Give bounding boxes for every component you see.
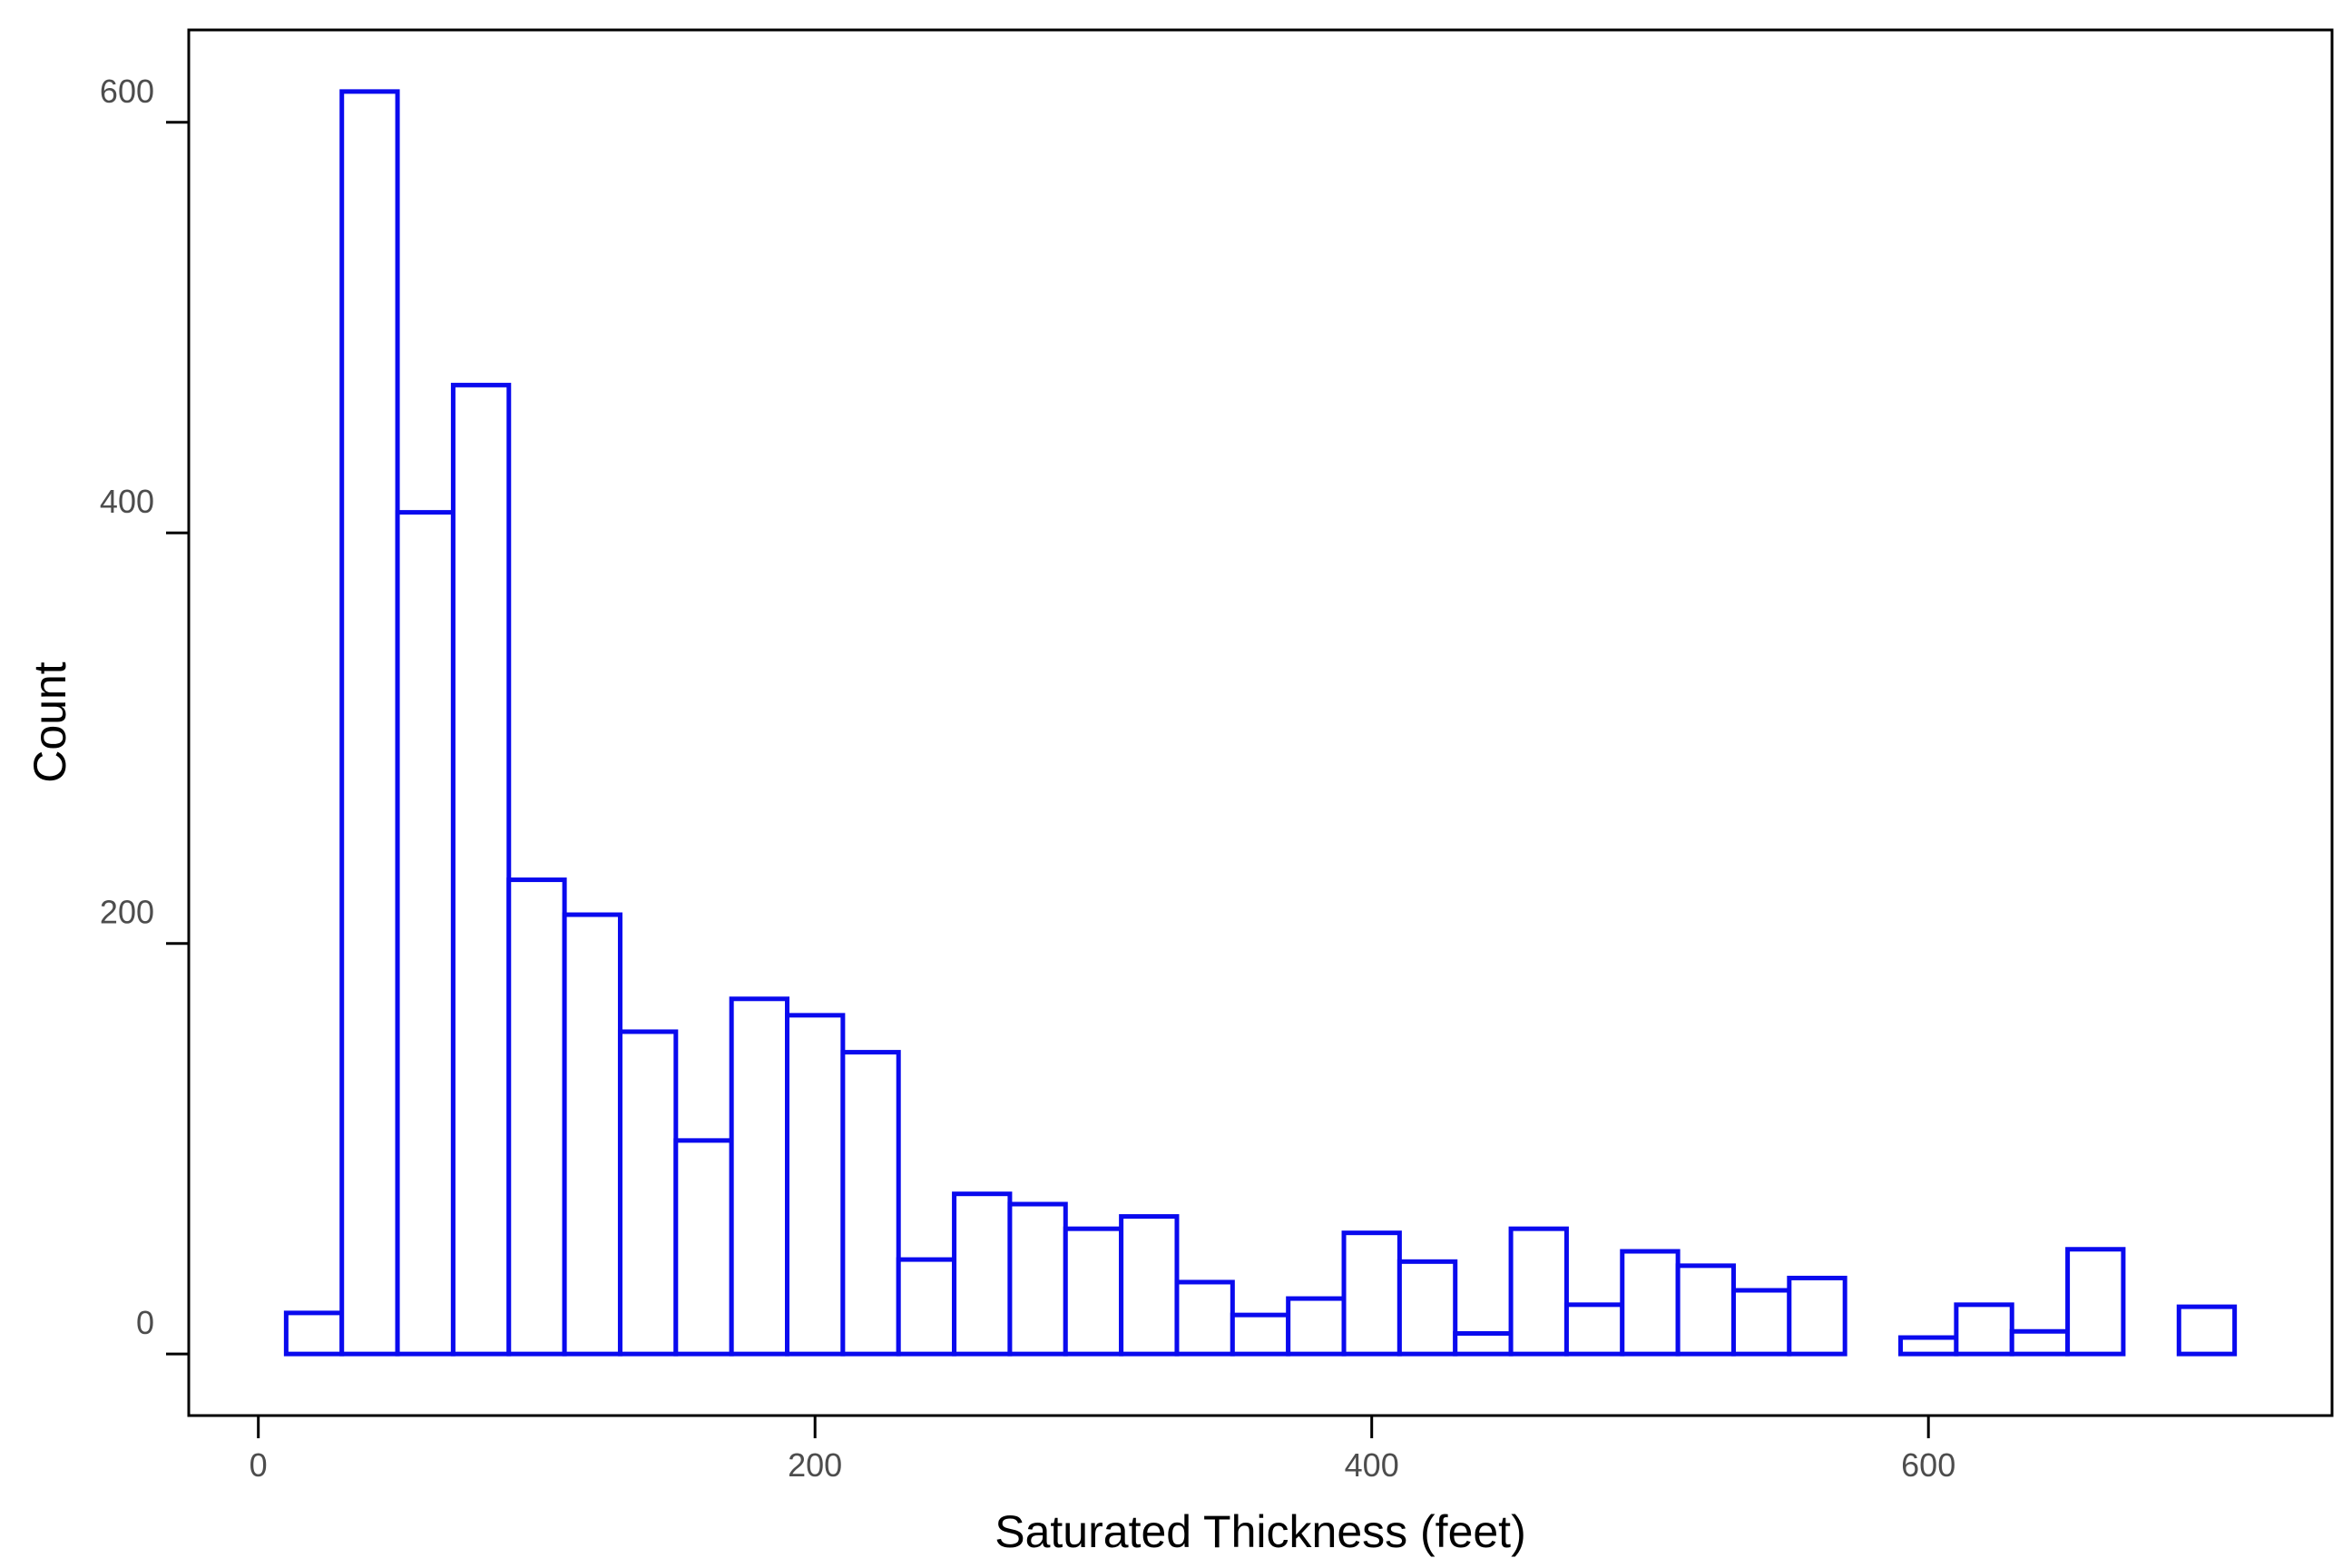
x-axis-tick-label-1: 200 — [788, 1446, 842, 1484]
histogram-bar-30 — [1954, 1302, 2014, 1357]
histogram-bar-21 — [1453, 1331, 1514, 1357]
histogram-bar-7 — [673, 1138, 734, 1357]
histogram-bar-26 — [1730, 1288, 1792, 1357]
histogram-bar-2 — [395, 510, 456, 1357]
histogram-bar-8 — [729, 996, 790, 1357]
histogram-bar-1 — [339, 89, 400, 1357]
histogram-bar-4 — [506, 877, 567, 1357]
histogram-bar-12 — [952, 1191, 1013, 1357]
histogram-bar-19 — [1341, 1230, 1402, 1357]
histogram-bar-25 — [1675, 1263, 1736, 1357]
y-axis-title: Count — [24, 662, 75, 783]
y-axis-tick-label-3: 600 — [100, 73, 154, 110]
histogram-bar-6 — [617, 1029, 679, 1357]
histogram-bar-29 — [1898, 1335, 1959, 1357]
histogram-bar-23 — [1563, 1302, 1625, 1357]
histogram-bar-20 — [1396, 1259, 1458, 1357]
histogram-bar-0 — [283, 1310, 345, 1357]
y-axis-tick-label-1: 200 — [100, 894, 154, 931]
y-axis-tick-label-0: 0 — [136, 1304, 154, 1341]
histogram-bar-34 — [2176, 1304, 2238, 1357]
histogram-bar-17 — [1230, 1312, 1291, 1357]
histogram-bar-10 — [840, 1050, 901, 1357]
histogram-bar-24 — [1620, 1249, 1681, 1357]
y-axis: 0 200 400 600 — [100, 73, 189, 1356]
x-axis-tick-label-0: 0 — [250, 1446, 268, 1484]
histogram-bar-5 — [562, 912, 622, 1357]
histogram-bar-3 — [450, 382, 512, 1357]
plot-frame — [187, 28, 2334, 1417]
histogram-bar-32 — [2065, 1247, 2126, 1357]
histogram-bar-27 — [1787, 1275, 1847, 1357]
y-axis-tick-label-2: 400 — [100, 483, 154, 520]
histogram-bar-9 — [785, 1013, 846, 1357]
histogram-bar-16 — [1174, 1279, 1235, 1357]
histogram-bar-22 — [1508, 1226, 1569, 1357]
bars-layer — [283, 89, 2238, 1357]
histogram-bar-14 — [1063, 1226, 1124, 1357]
x-axis-tick-label-3: 600 — [1901, 1446, 1955, 1484]
histogram-bar-31 — [2009, 1328, 2071, 1357]
histogram-bar-18 — [1286, 1296, 1347, 1357]
histogram-bar-11 — [896, 1257, 957, 1357]
histogram-bar-15 — [1119, 1214, 1180, 1357]
histogram-bar-13 — [1007, 1201, 1068, 1357]
x-axis-title: Saturated Thickness (feet) — [995, 1506, 1525, 1557]
x-axis-tick-label-2: 400 — [1345, 1446, 1399, 1484]
x-axis: 0 200 400 600 — [250, 1416, 1955, 1484]
